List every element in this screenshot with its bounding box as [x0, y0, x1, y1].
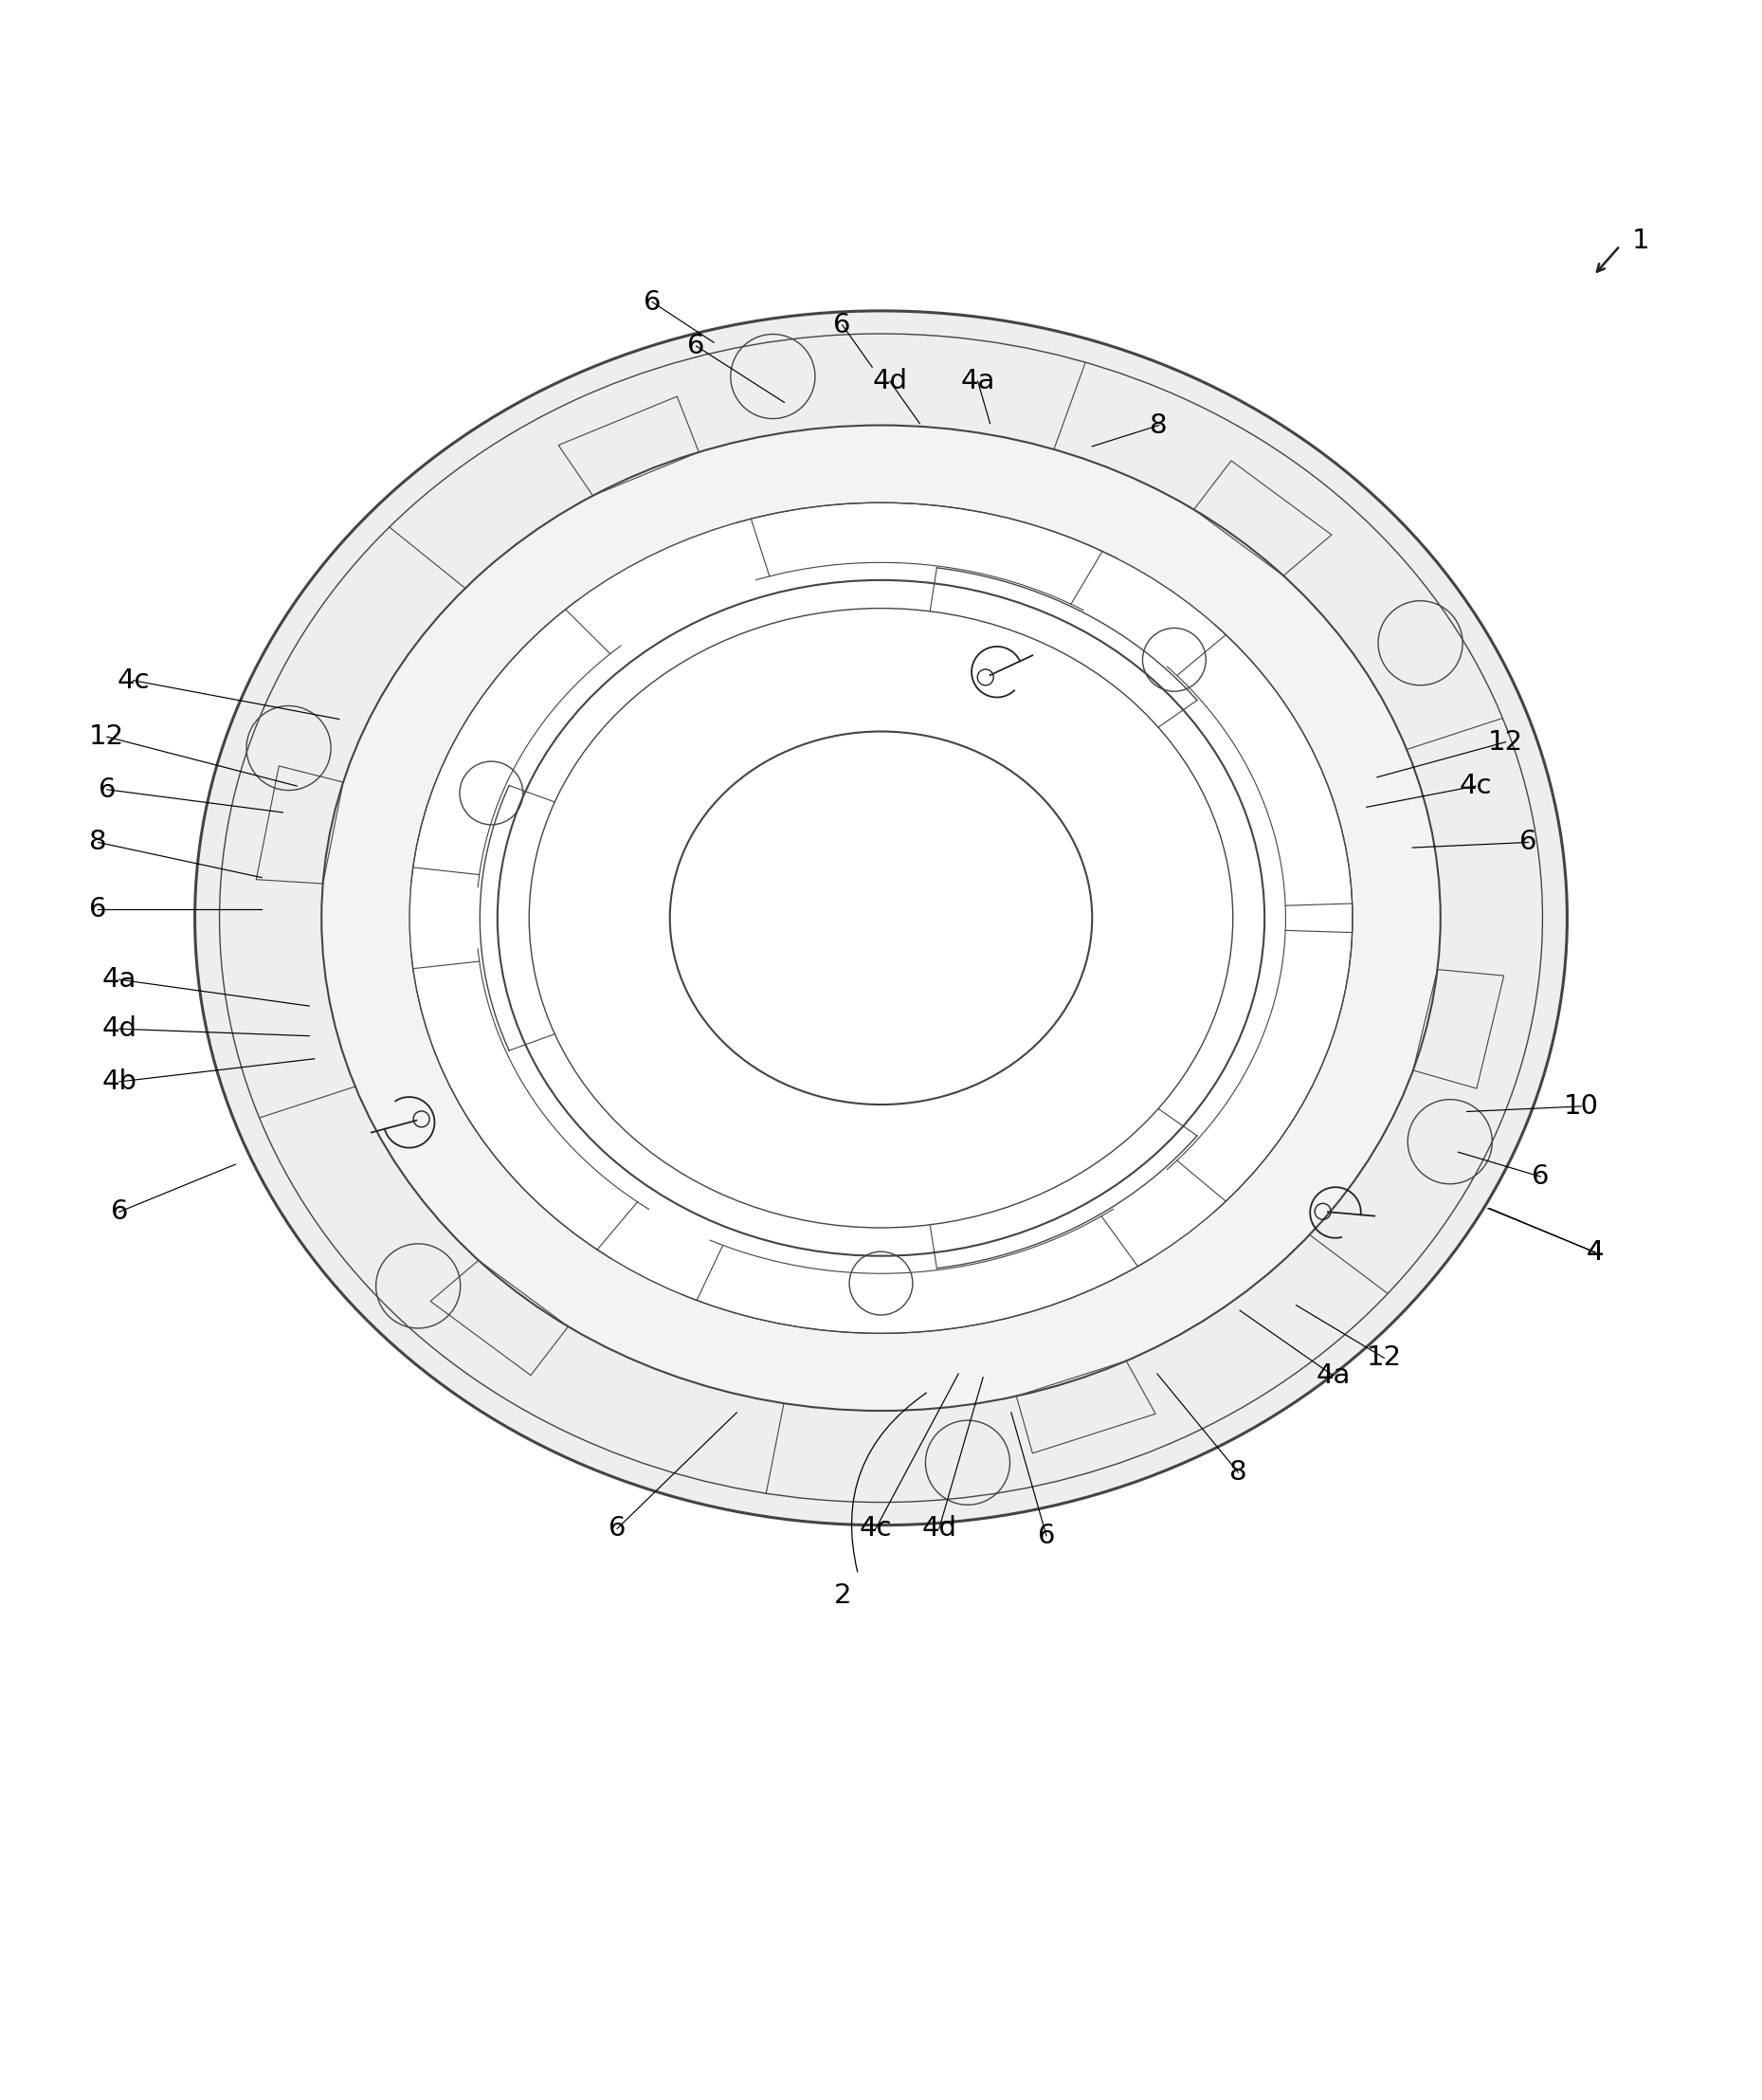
Polygon shape — [196, 311, 1566, 1525]
Text: 8: 8 — [90, 830, 107, 855]
Text: 6: 6 — [90, 897, 107, 922]
Text: 4b: 4b — [102, 1069, 137, 1094]
Text: 6: 6 — [643, 290, 661, 315]
Text: 4a: 4a — [102, 966, 136, 993]
Text: 4c: 4c — [116, 668, 150, 693]
Text: 2: 2 — [833, 1581, 851, 1609]
Text: 12: 12 — [1367, 1344, 1403, 1371]
Text: 4a: 4a — [960, 368, 996, 395]
Text: 8: 8 — [1230, 1460, 1247, 1485]
Text: 6: 6 — [99, 777, 116, 802]
Text: 6: 6 — [1519, 830, 1536, 855]
Polygon shape — [321, 426, 1441, 1411]
Text: 4c: 4c — [860, 1516, 892, 1541]
Text: 4c: 4c — [1459, 773, 1492, 800]
Text: 8: 8 — [1151, 412, 1168, 439]
Text: 4d: 4d — [872, 368, 907, 395]
Text: 6: 6 — [111, 1199, 129, 1224]
Text: 6: 6 — [1531, 1163, 1549, 1191]
Text: 4: 4 — [1586, 1239, 1603, 1266]
Text: 1: 1 — [1632, 227, 1649, 254]
Text: 4d: 4d — [922, 1516, 957, 1541]
Text: 12: 12 — [1487, 729, 1522, 756]
Text: 6: 6 — [833, 311, 851, 338]
Text: 4: 4 — [1586, 1239, 1603, 1266]
Text: 12: 12 — [90, 724, 125, 750]
Text: 6: 6 — [608, 1516, 626, 1541]
Text: 4a: 4a — [1316, 1363, 1350, 1388]
Text: 10: 10 — [1563, 1092, 1598, 1119]
Text: 6: 6 — [687, 332, 705, 359]
Text: 6: 6 — [1038, 1522, 1055, 1550]
Text: 4d: 4d — [102, 1016, 137, 1042]
